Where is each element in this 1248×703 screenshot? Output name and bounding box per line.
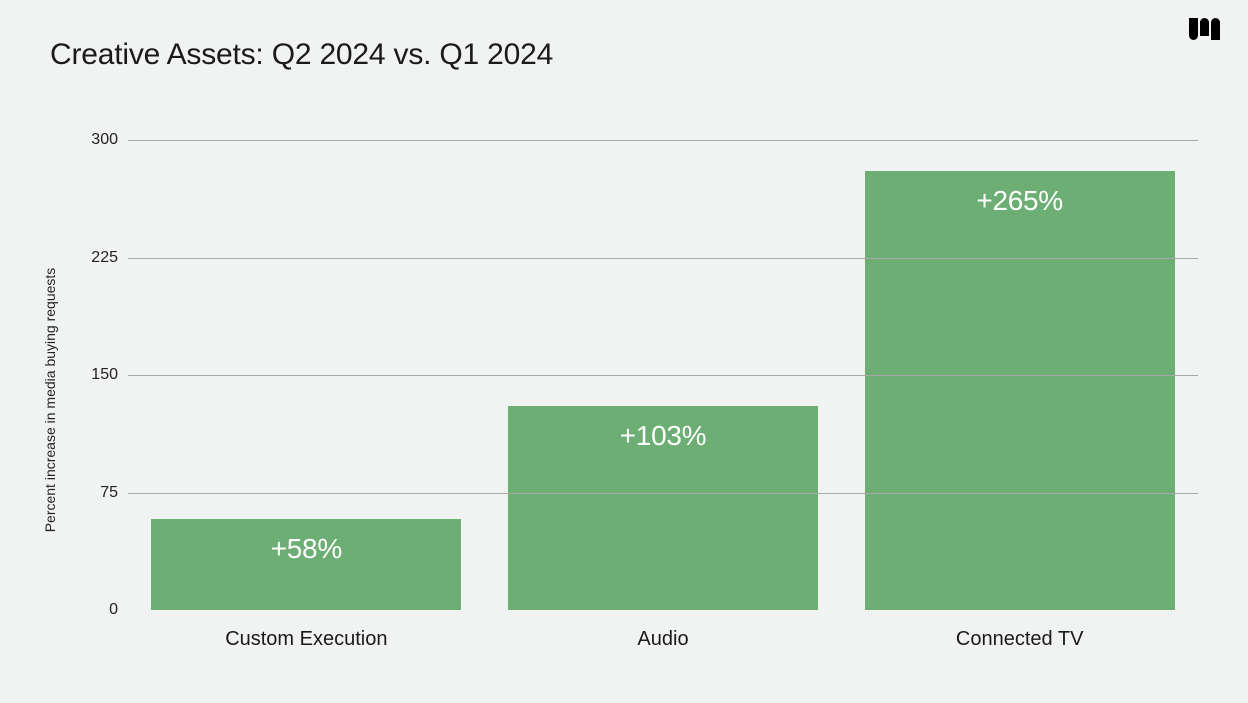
bar-chart: Percent increase in media buying request… <box>50 130 1198 670</box>
bar-value-label: +103% <box>508 420 818 452</box>
y-tick-label: 300 <box>91 131 118 149</box>
bar: +103% <box>508 406 818 610</box>
y-axis-label-text: Percent increase in media buying request… <box>42 268 58 533</box>
bar-value-label: +265% <box>865 185 1175 217</box>
x-axis-label: Audio <box>485 628 842 651</box>
gridline <box>128 375 1198 376</box>
chart-title: Creative Assets: Q2 2024 vs. Q1 2024 <box>50 38 553 72</box>
y-tick-label: 150 <box>91 366 118 384</box>
plot-area: +58%Custom Execution+103%Audio+265%Conne… <box>128 140 1198 610</box>
x-axis-label: Custom Execution <box>128 628 485 651</box>
brand-logo-icon <box>1189 18 1220 40</box>
bar-value-label: +58% <box>151 533 461 565</box>
gridline <box>128 258 1198 259</box>
y-tick-label: 0 <box>109 601 118 619</box>
x-axis-label: Connected TV <box>841 628 1198 651</box>
gridline <box>128 140 1198 141</box>
bar: +265% <box>865 171 1175 610</box>
bar: +58% <box>151 519 461 610</box>
gridline <box>128 493 1198 494</box>
y-tick-label: 225 <box>91 249 118 267</box>
y-tick-label: 75 <box>100 484 118 502</box>
